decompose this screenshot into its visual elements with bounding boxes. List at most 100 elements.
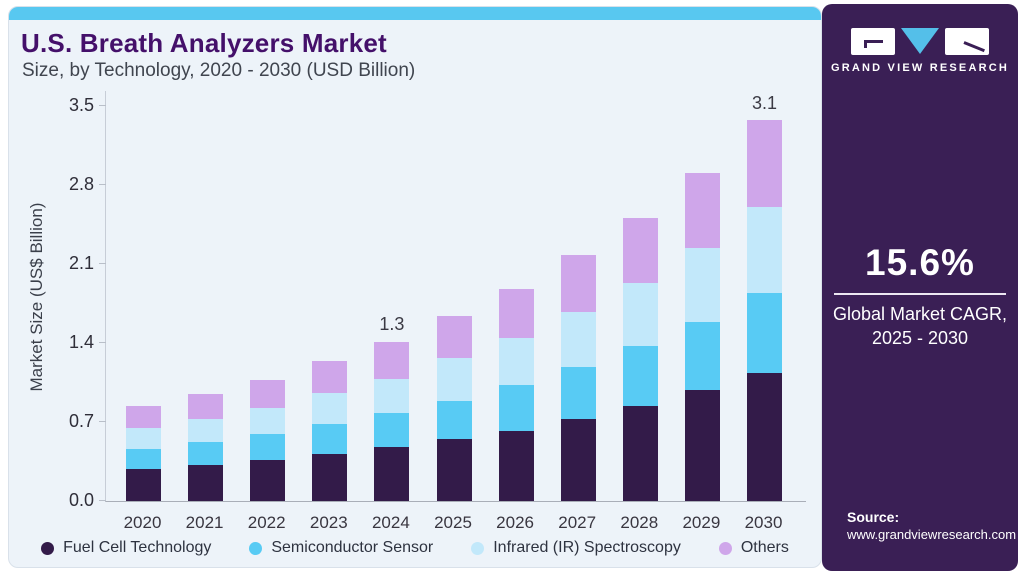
brand-panel: GRAND VIEW RESEARCH 15.6% Global Market … xyxy=(822,4,1018,571)
bar-segment-2029-3 xyxy=(684,173,720,248)
bar-segment-2022-1 xyxy=(250,434,286,460)
bar-segment-2028-3 xyxy=(622,218,658,283)
grand-view-research-logo: GRAND VIEW RESEARCH xyxy=(822,28,1018,74)
bar-2023 xyxy=(312,361,348,501)
bar-2025 xyxy=(436,316,472,501)
y-tick-label: 1.4 xyxy=(68,332,94,352)
source-label: Source: xyxy=(847,509,900,525)
bar-segment-2022-0 xyxy=(250,460,286,501)
y-tick-mark xyxy=(99,421,106,422)
x-label-2028: 2028 xyxy=(620,513,659,532)
x-label-2025: 2025 xyxy=(434,513,472,532)
page-subtitle: Size, by Technology, 2020 - 2030 (USD Bi… xyxy=(22,60,416,81)
y-tick-mark xyxy=(99,263,106,264)
x-label-2020: 2020 xyxy=(123,513,162,532)
bar-segment-2026-1 xyxy=(498,385,534,431)
bar-segment-2027-0 xyxy=(560,419,596,501)
accent-top-strip xyxy=(9,7,821,20)
bar-segment-2024-3 xyxy=(374,342,410,379)
bar-segment-2021-0 xyxy=(188,465,224,501)
x-label-2024: 2024 xyxy=(371,513,410,532)
bar-segment-2027-1 xyxy=(560,367,596,419)
bar-segment-2024-1 xyxy=(374,413,410,447)
x-label-2021: 2021 xyxy=(185,513,224,532)
cagr-divider xyxy=(834,293,1006,295)
bar-2028 xyxy=(622,218,658,501)
cagr-block: 15.6% Global Market CAGR, 2025 - 2030 xyxy=(822,242,1018,349)
x-axis-labels: 2020 2021 2022 2023 2024 2025 2026 2027 2028 2029… xyxy=(105,513,805,535)
cagr-value: 15.6% xyxy=(865,242,975,283)
bar-segment-2028-1 xyxy=(622,346,658,406)
bar-segment-2028-2 xyxy=(622,283,658,346)
bar-segment-2026-0 xyxy=(498,431,534,501)
bar-segment-2030-1 xyxy=(747,293,782,373)
y-tick-mark xyxy=(99,105,106,106)
bar-2027 xyxy=(560,255,596,501)
legend-dot-icon xyxy=(249,541,263,555)
x-label-2026: 2026 xyxy=(496,513,535,532)
x-label-2029: 2029 xyxy=(682,513,721,532)
bar-segment-2021-3 xyxy=(188,394,224,419)
bar-segment-2029-0 xyxy=(684,390,720,501)
x-label-2023: 2023 xyxy=(309,513,348,532)
bar-segment-2020-2 xyxy=(126,428,161,449)
x-label-2030: 2030 xyxy=(744,513,783,532)
bar-2021 xyxy=(188,394,224,501)
bar-2022 xyxy=(250,380,286,501)
legend-label: Semiconductor Sensor xyxy=(271,539,434,556)
bar-segment-2030-0 xyxy=(747,373,782,501)
y-tick-label: 3.5 xyxy=(68,95,94,115)
bar-segment-2028-0 xyxy=(622,406,658,501)
bar-segment-2023-1 xyxy=(312,424,348,454)
bar-segment-2022-3 xyxy=(250,380,286,408)
legend-item: Semiconductor Sensor xyxy=(249,539,433,557)
bar-segment-2021-2 xyxy=(188,419,224,442)
bar-segment-2020-3 xyxy=(126,406,161,428)
y-tick-mark xyxy=(99,500,106,501)
legend-dot-icon xyxy=(718,541,732,555)
bar-segment-2025-0 xyxy=(436,439,472,501)
source-block: Source: www.grandviewresearch.com xyxy=(847,509,1016,543)
bar-segment-2029-2 xyxy=(684,248,720,322)
bar-2030 xyxy=(747,120,782,501)
legend-label: Others xyxy=(740,539,789,556)
bar-segment-2026-2 xyxy=(498,338,534,385)
bar-segment-2026-3 xyxy=(498,289,534,338)
chart-card: U.S. Breath Analyzers Market Size, by Te… xyxy=(8,6,822,568)
y-tick-mark xyxy=(99,184,106,185)
bar-segment-2025-3 xyxy=(436,316,472,358)
legend: Fuel Cell Technology Semiconductor Sensor… xyxy=(9,539,821,557)
bar-segment-2020-0 xyxy=(126,469,161,501)
x-label-2022: 2022 xyxy=(247,513,286,532)
legend-dot-icon xyxy=(41,541,55,555)
y-tick-label: 2.1 xyxy=(68,253,94,273)
bar-segment-2027-2 xyxy=(560,312,596,367)
bar-total-label-2024: 1.3 xyxy=(379,314,405,335)
bar-segment-2023-0 xyxy=(312,454,348,501)
y-tick-mark xyxy=(99,342,106,343)
logo-r-icon xyxy=(945,28,989,55)
bar-total-label-2030: 3.1 xyxy=(751,92,778,113)
bar-segment-2020-1 xyxy=(126,449,161,469)
logo-glyphs xyxy=(851,28,989,55)
logo-g-icon xyxy=(851,28,895,55)
legend-item: Fuel Cell Technology xyxy=(41,539,211,557)
page-title: U.S. Breath Analyzers Market xyxy=(21,28,387,58)
bar-segment-2023-3 xyxy=(312,361,348,393)
bar-2024 xyxy=(374,342,410,501)
legend-dot-icon xyxy=(471,541,485,555)
bar-segment-2025-1 xyxy=(436,401,472,439)
bar-segment-2027-3 xyxy=(560,255,596,312)
x-label-2027: 2027 xyxy=(558,513,597,532)
legend-label: Infrared (IR) Spectroscopy xyxy=(493,539,681,556)
bar-segment-2029-1 xyxy=(684,322,720,390)
bar-2029 xyxy=(684,173,720,501)
bar-segment-2022-2 xyxy=(250,408,286,434)
cagr-caption-line1: Global Market CAGR, xyxy=(832,304,1008,324)
logo-wordmark: GRAND VIEW RESEARCH xyxy=(830,62,1010,74)
bar-segment-2030-3 xyxy=(747,120,782,207)
legend-item: Others xyxy=(718,539,789,557)
bar-segment-2024-2 xyxy=(374,379,410,413)
bar-segment-2021-1 xyxy=(188,442,224,465)
cagr-caption-line2: 2025 - 2030 xyxy=(871,328,969,348)
